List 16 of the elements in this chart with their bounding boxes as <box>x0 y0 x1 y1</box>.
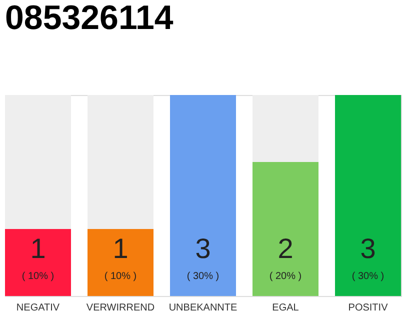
x-tick-label: POSITIV <box>348 302 388 314</box>
x-tick-label: NEGATIV <box>16 302 60 314</box>
chart-title: 085326114 <box>5 0 174 37</box>
data-label: 1 <box>30 233 46 264</box>
data-label: 1 <box>112 233 128 264</box>
x-tick-label: VERWIRREND <box>86 302 155 314</box>
annotation: ( 10% ) <box>104 271 137 282</box>
x-tick-label: UNBEKANNTE <box>168 302 238 314</box>
annotation: ( 30% ) <box>186 271 220 282</box>
data-label: 3 <box>360 233 376 264</box>
x-tick-label: EGAL <box>272 302 300 314</box>
annotation: ( 30% ) <box>352 271 384 282</box>
data-label: 2 <box>278 233 294 264</box>
data-label: 3 <box>195 233 211 264</box>
annotation: ( 20% ) <box>269 271 302 282</box>
annotation: ( 10% ) <box>22 271 54 282</box>
